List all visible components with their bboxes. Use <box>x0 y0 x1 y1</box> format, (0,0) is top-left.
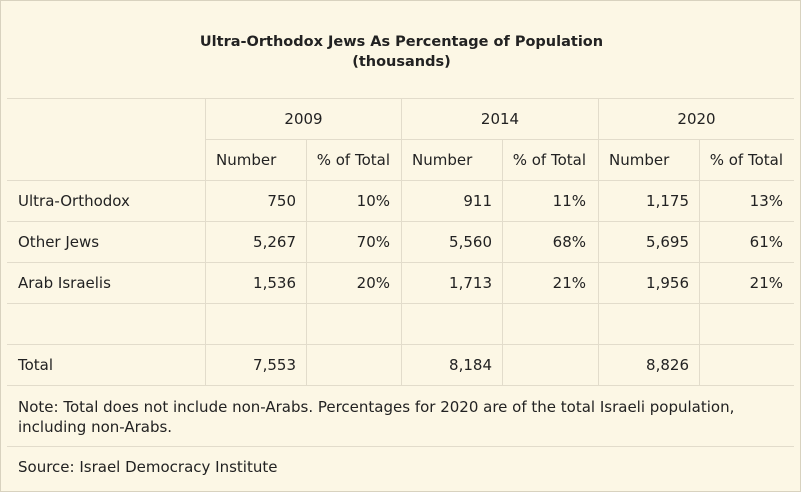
subheader-number: Number <box>216 151 277 169</box>
table-cell: 1,956 <box>646 274 689 292</box>
grid-line <box>7 344 794 345</box>
year-header-2020: 2020 <box>677 110 716 128</box>
table-cell: 5,267 <box>253 233 296 251</box>
row-label-ultra-orthodox: Ultra-Orthodox <box>18 192 130 210</box>
row-label-total: Total <box>18 356 54 374</box>
subheader-percent: % of Total <box>512 151 586 169</box>
table-cell: 5,695 <box>646 233 689 251</box>
table-note: Note: Total does not include non-Arabs. … <box>18 398 735 436</box>
table-title: Ultra-Orthodox Jews As Percentage of Pop… <box>1 32 801 72</box>
table-cell: 911 <box>463 192 492 210</box>
table-cell: 68% <box>552 233 586 251</box>
table-cell: 21% <box>749 274 783 292</box>
grid-line <box>699 139 700 385</box>
table-cell: 1,713 <box>449 274 492 292</box>
table-cell: 70% <box>356 233 390 251</box>
table-cell: 10% <box>356 192 390 210</box>
title-line-2: (thousands) <box>352 54 451 70</box>
row-label-arab-israelis: Arab Israelis <box>18 274 111 292</box>
row-label-other-jews: Other Jews <box>18 233 100 251</box>
table-source: Source: Israel Democracy Institute <box>18 458 278 476</box>
table-cell: 1,175 <box>646 192 689 210</box>
table-cell: 1,536 <box>253 274 296 292</box>
table-cell: 21% <box>552 274 586 292</box>
table-cell: 11% <box>552 192 586 210</box>
grid-line <box>306 139 307 385</box>
table-cell: 5,560 <box>449 233 492 251</box>
subheader-number: Number <box>609 151 670 169</box>
table-cell: 20% <box>356 274 390 292</box>
grid-line <box>7 180 794 181</box>
grid-line <box>7 98 794 99</box>
table-cell: 61% <box>749 233 783 251</box>
total-cell: 7,553 <box>253 356 296 374</box>
grid-line <box>205 98 206 385</box>
grid-line <box>7 385 794 386</box>
year-header-2009: 2009 <box>284 110 323 128</box>
grid-line <box>401 98 402 385</box>
total-cell: 8,826 <box>646 356 689 374</box>
grid-line <box>7 221 794 222</box>
year-header-2014: 2014 <box>480 110 520 128</box>
subheader-number: Number <box>412 151 473 169</box>
grid-line <box>502 139 503 385</box>
subheader-percent: % of Total <box>709 151 783 169</box>
title-line-1: Ultra-Orthodox Jews As Percentage of Pop… <box>199 34 604 50</box>
grid-line <box>598 98 599 385</box>
grid-line <box>7 446 794 447</box>
table-cell: 13% <box>749 192 783 210</box>
table-cell: 750 <box>267 192 296 210</box>
grid-line <box>7 262 794 263</box>
grid-line <box>7 303 794 304</box>
subheader-percent: % of Total <box>316 151 390 169</box>
grid-line <box>206 139 794 140</box>
total-cell: 8,184 <box>449 356 492 374</box>
